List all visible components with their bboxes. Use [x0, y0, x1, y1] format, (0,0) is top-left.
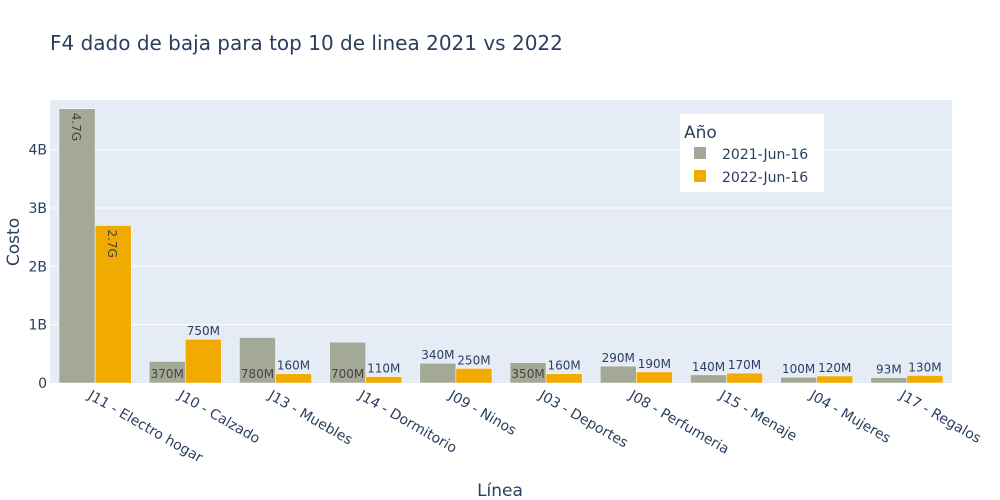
bar-2022[interactable] — [726, 372, 763, 384]
bar-2021[interactable] — [780, 376, 817, 384]
bar-value-label: 340M — [421, 348, 454, 362]
y-tick-label: 0 — [38, 376, 47, 392]
bar-2022[interactable] — [816, 375, 854, 384]
bar-value-label: 110M — [367, 362, 400, 376]
bar-2022[interactable] — [455, 368, 493, 384]
y-tick-label: 4B — [28, 143, 47, 159]
y-tick-label: 1B — [28, 318, 47, 334]
bar-2021[interactable] — [509, 362, 547, 384]
legend-swatch[interactable] — [694, 147, 706, 159]
bar-2021[interactable] — [329, 341, 366, 384]
bar-labels: 4.7G 370M 780M 700M 340M 350M 290M 140M 100M 93M 2… — [69, 113, 942, 381]
grid-lines — [50, 149, 952, 326]
x-tick-label: J04 - Mujeres — [806, 387, 893, 447]
x-tick-label: J17 - Regalos — [896, 387, 984, 447]
y-tick-label: 3B — [28, 201, 47, 217]
bar-2021[interactable] — [599, 365, 637, 384]
bar-value-label: 4.7G — [69, 113, 83, 141]
bar-2022[interactable] — [365, 376, 403, 384]
bar-value-label: 120M — [818, 361, 851, 375]
bar-value-label: 100M — [782, 362, 815, 376]
bar-value-label: 93M — [876, 363, 902, 377]
bar-value-label: 2.7G — [105, 229, 119, 257]
legend-label[interactable]: 2021-Jun-16 — [722, 147, 808, 163]
x-tick-label: J15 - Menaje — [716, 387, 800, 445]
x-tick-label: J03 - Deportes — [535, 387, 630, 451]
legend-swatch[interactable] — [694, 170, 706, 182]
x-tick-label: J09 - Ninos — [445, 387, 519, 439]
legend-title: Año — [684, 123, 717, 143]
bar-value-label: 130M — [908, 360, 941, 374]
bar-value-label: 750M — [187, 324, 220, 338]
bar-value-label: 290M — [602, 351, 635, 365]
bar-2022[interactable] — [185, 338, 222, 384]
bar-value-label: 250M — [457, 353, 490, 367]
y-axis: 0 1B 2B 3B 4B — [28, 143, 47, 392]
bar-2021[interactable] — [419, 362, 457, 384]
bars — [58, 108, 944, 384]
legend-label[interactable]: 2022-Jun-16 — [722, 170, 808, 186]
bar-2022[interactable] — [94, 225, 132, 384]
bar-value-label: 780M — [241, 367, 274, 381]
x-tick-label: J08 - Perfumeria — [625, 387, 731, 458]
bar-value-label: 160M — [548, 359, 581, 373]
bar-value-label: 190M — [638, 357, 671, 371]
bar-2021[interactable] — [870, 377, 908, 384]
x-axis-title: Línea — [477, 481, 523, 500]
bar-value-label: 370M — [151, 367, 184, 381]
bar-value-label: 160M — [277, 359, 310, 373]
bar-2022[interactable] — [906, 375, 944, 384]
bar-value-label: 350M — [511, 367, 544, 381]
x-tick-label: J14 - Dormitorio — [355, 387, 460, 457]
x-tick-label: J13 - Muebles — [265, 387, 355, 448]
bar-2021[interactable] — [690, 374, 727, 384]
y-tick-label: 2B — [28, 259, 47, 275]
bar-value-label: 140M — [692, 360, 725, 374]
bar-2022[interactable] — [636, 371, 673, 384]
bar-value-label: 700M — [331, 367, 364, 381]
y-axis-title: Costo — [4, 218, 24, 266]
bar-2022[interactable] — [545, 373, 583, 384]
chart-title: F4 dado de baja para top 10 de linea 202… — [50, 31, 563, 55]
bar-2021[interactable] — [239, 337, 276, 384]
x-tick-label: J10 - Calzado — [174, 387, 262, 447]
bar-value-label: 170M — [728, 358, 761, 372]
legend[interactable]: Año 2021-Jun-16 2022-Jun-16 — [680, 114, 824, 192]
bar-2022[interactable] — [275, 373, 312, 384]
bar-2021[interactable] — [58, 108, 96, 384]
